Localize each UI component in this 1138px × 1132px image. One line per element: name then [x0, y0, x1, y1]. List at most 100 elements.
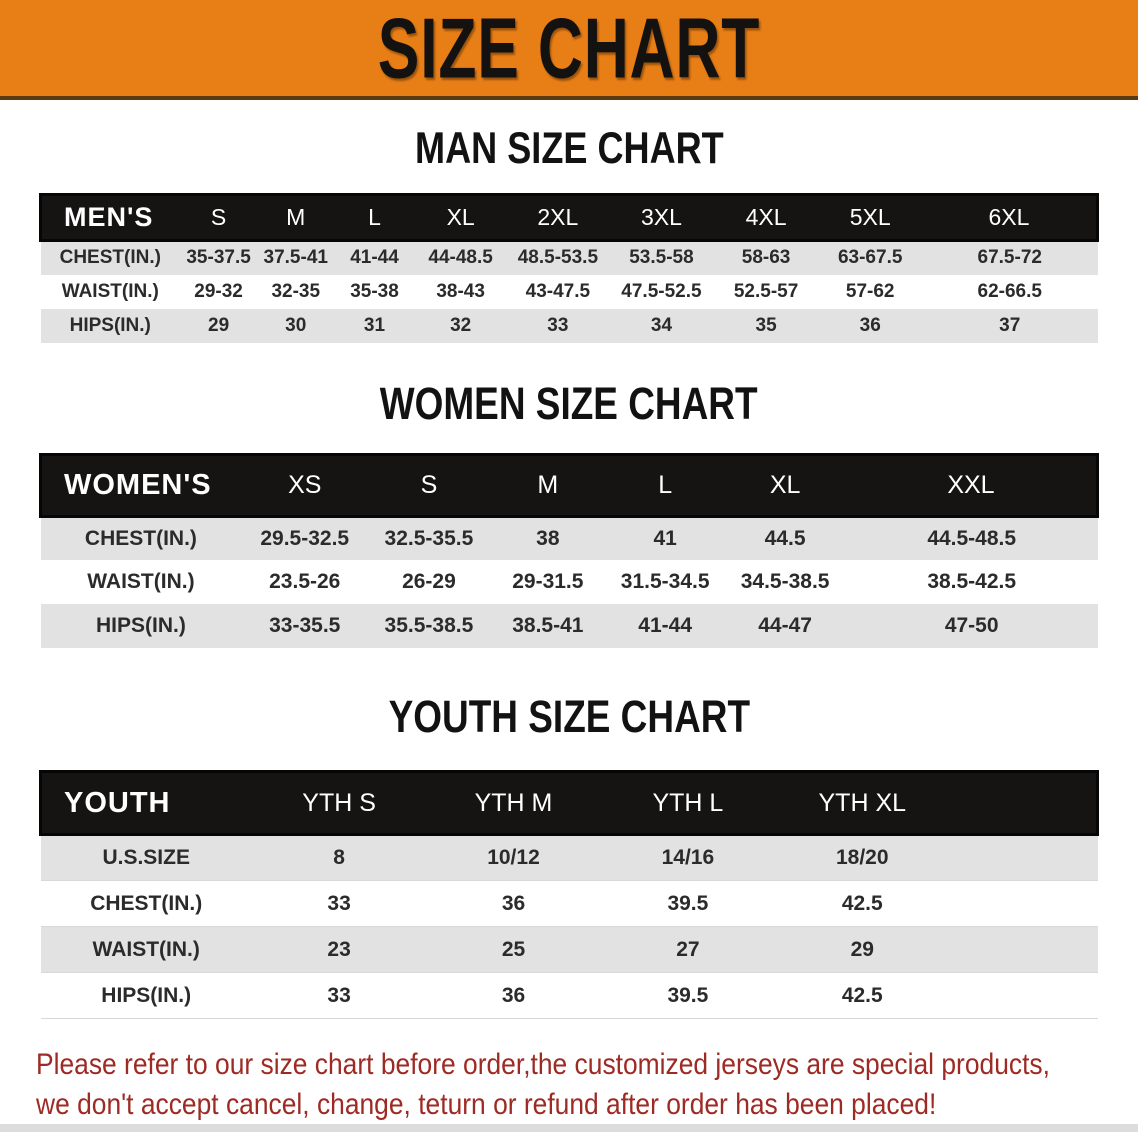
men-cell: 34: [650, 314, 673, 336]
women-row-label: WAIST(IN.): [87, 570, 195, 594]
youth-size-col-yth-m: YTH M: [426, 770, 601, 837]
banner-title: SIZE CHART: [377, 0, 761, 96]
men-size-col-6xl: 6XL: [921, 193, 1099, 243]
youth-cell: 36: [501, 983, 526, 1007]
women-cell: 23.5-26: [269, 570, 341, 594]
men-cell: 29: [208, 314, 230, 336]
women-cell: 41: [653, 527, 677, 551]
men-cell: 53.5-58: [629, 247, 694, 269]
disclaimer-line-2: we don't accept cancel, change, teturn o…: [36, 1088, 937, 1122]
youth-row-label: CHEST(IN.): [90, 891, 203, 915]
women-cell: 34.5-38.5: [740, 570, 830, 594]
men-table-row: HIPS(IN.) 29 30 31 32 33 34 35 36 37: [40, 308, 1098, 343]
youth-cell: 14/16: [661, 846, 715, 870]
disclaimer: Please refer to our size chart before or…: [36, 1045, 1138, 1125]
men-size-col-xl: XL: [414, 193, 507, 243]
bottom-strip: [0, 1124, 1138, 1132]
women-cell: 31.5-34.5: [620, 570, 710, 594]
women-cell: 32.5-35.5: [384, 527, 474, 551]
youth-table-row: CHEST(IN.) 33 36 39.5 42.5: [40, 881, 1098, 927]
women-header-label: WOMEN'S: [39, 452, 242, 518]
men-cell: 57-62: [845, 280, 895, 302]
men-size-col-m: M: [257, 193, 335, 243]
disclaimer-line-1: Please refer to our size chart before or…: [36, 1048, 1050, 1082]
men-cell: 52.5-57: [733, 280, 799, 302]
youth-size-chart-title: YOUTH SIZE CHART: [388, 691, 750, 743]
men-size-col-s: S: [180, 193, 258, 243]
men-row-label: HIPS(IN.): [69, 314, 151, 336]
youth-cell-filler: [949, 881, 1097, 927]
women-cell: 41-44: [638, 614, 693, 638]
women-size-col-m: M: [489, 452, 606, 518]
women-cell: 44.5: [764, 527, 806, 551]
youth-cell: 33: [327, 983, 351, 1007]
men-section: MAN SIZE CHART MEN'S S M L XL 2XL 3XL 4XL 5XL 6XL…: [0, 123, 1138, 343]
youth-cell: 29: [850, 937, 874, 961]
youth-table-row: U.S.SIZE 8 10/12 14/16 18/20: [40, 834, 1098, 881]
size-chart-banner: SIZE CHART: [0, 0, 1138, 100]
women-cell: 47-50: [944, 614, 999, 638]
women-size-col-xs: XS: [241, 452, 369, 518]
youth-header-row: YOUTH YTH S YTH M YTH L YTH XL: [38, 770, 1100, 837]
men-cell: 43-47.5: [525, 280, 591, 302]
youth-cell-filler: [949, 835, 1097, 881]
women-size-table: WOMEN'S XS S M L XL XXL CHEST(IN.) 29.5-32.5 32.5…: [39, 452, 1099, 649]
youth-cell: 10/12: [487, 846, 540, 870]
women-row-label: CHEST(IN.): [84, 527, 197, 551]
youth-table-row: WAIST(IN.) 23 25 27 29: [40, 926, 1098, 973]
youth-cell: 8: [333, 846, 345, 870]
women-cell: 29.5-32.5: [260, 527, 350, 551]
men-size-col-l: L: [334, 193, 415, 243]
men-size-col-4xl: 4XL: [713, 193, 819, 243]
youth-table-row: HIPS(IN.) 33 36 39.5 42.5: [40, 973, 1098, 1019]
women-table-row: CHEST(IN.) 29.5-32.5 32.5-35.5 38 41 44.5 44.5…: [40, 516, 1098, 561]
men-table-row: WAIST(IN.) 29-32 32-35 35-38 38-43 43-47.5 47.…: [41, 275, 1098, 309]
men-size-chart-title: MAN SIZE CHART: [414, 123, 724, 173]
youth-size-table: YOUTH YTH S YTH M YTH L YTH XL U.S.SIZE 8 10/12…: [38, 770, 1100, 1019]
men-cell: 63-67.5: [837, 247, 903, 269]
women-section: WOMEN SIZE CHART WOMEN'S XS S M L XL XXL CHEST(…: [0, 377, 1138, 649]
women-size-chart-title: WOMEN SIZE CHART: [380, 377, 758, 429]
men-size-col-5xl: 5XL: [818, 193, 922, 243]
youth-row-label: WAIST(IN.): [92, 937, 200, 961]
men-cell: 67.5-72: [977, 247, 1042, 269]
men-cell: 29-32: [194, 280, 243, 302]
men-row-label: CHEST(IN.): [59, 247, 161, 269]
men-header-label: MEN'S: [39, 193, 181, 243]
women-cell: 44.5-48.5: [927, 527, 1017, 551]
youth-size-col-yth-l: YTH L: [600, 770, 776, 837]
youth-cell: 23: [327, 937, 351, 961]
youth-row-label: HIPS(IN.): [101, 983, 192, 1007]
women-row-label: HIPS(IN.): [95, 614, 186, 638]
youth-cell: 25: [501, 937, 526, 961]
men-cell: 30: [285, 314, 307, 336]
youth-section: YOUTH SIZE CHART YOUTH YTH S YTH M YTH L YTH…: [0, 691, 1138, 1019]
women-cell: 44-47: [758, 614, 812, 638]
youth-size-col-yth-s: YTH S: [251, 770, 427, 837]
men-size-col-2xl: 2XL: [506, 193, 610, 243]
women-size-col-l: L: [605, 452, 725, 518]
women-cell: 35.5-38.5: [384, 614, 474, 638]
men-size-table: MEN'S S M L XL 2XL 3XL 4XL 5XL 6XL CHEST(IN.) 35-37…: [39, 193, 1099, 343]
men-cell: 35-38: [350, 280, 399, 302]
men-cell: 35: [755, 314, 777, 336]
men-size-col-3xl: 3XL: [609, 193, 714, 243]
men-cell: 36: [859, 314, 881, 336]
youth-cell: 33: [327, 891, 351, 915]
men-table-row: CHEST(IN.) 35-37.5 37.5-41 41-44 44-48.5 48.5…: [40, 240, 1098, 275]
youth-cell: 42.5: [841, 891, 883, 915]
youth-size-col-yth-xl: YTH XL: [775, 770, 950, 837]
women-cell: 26-29: [402, 570, 456, 594]
women-table-row: WAIST(IN.) 23.5-26 26-29 29-31.5 31.5-34.5 34…: [41, 560, 1098, 604]
women-size-col-s: S: [368, 452, 490, 518]
women-cell: 38.5-41: [512, 614, 584, 638]
men-cell: 33: [547, 314, 569, 336]
women-table-row: HIPS(IN.) 33-35.5 35.5-38.5 38.5-41 41-44 44-…: [40, 604, 1098, 649]
women-cell: 33-35.5: [269, 614, 341, 638]
youth-cell-filler: [949, 927, 1097, 973]
men-cell: 35-37.5: [186, 247, 251, 269]
youth-cell: 36: [501, 891, 526, 915]
men-cell: 44-48.5: [428, 247, 493, 269]
men-cell: 37: [999, 314, 1021, 336]
youth-cell: 27: [676, 937, 700, 961]
